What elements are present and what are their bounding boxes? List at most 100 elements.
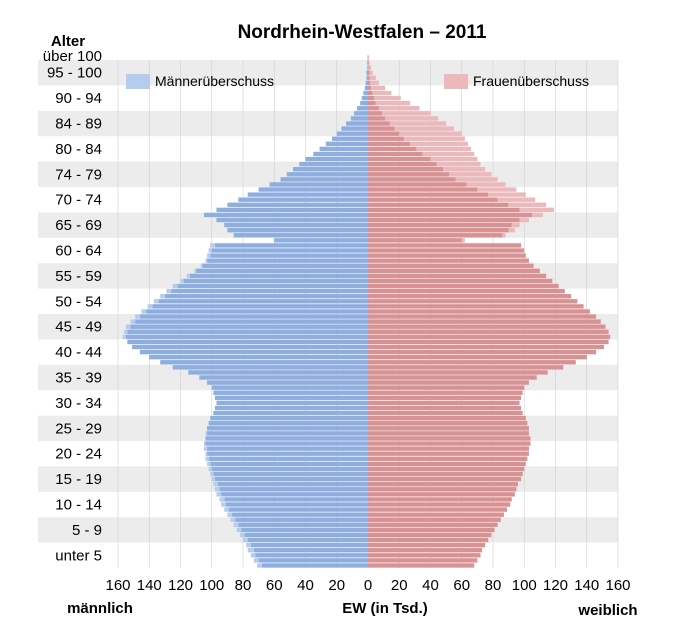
female-surplus-bar xyxy=(519,207,554,213)
female-bar xyxy=(368,278,553,284)
male-bar xyxy=(365,80,368,86)
male-bar xyxy=(219,487,368,492)
x-tick-label: 100 xyxy=(199,577,224,594)
male-bar xyxy=(247,537,368,543)
male-bar xyxy=(341,126,368,131)
male-bar xyxy=(149,354,368,360)
male-bar xyxy=(346,121,368,126)
x-tick-label: 140 xyxy=(574,577,599,594)
male-bar xyxy=(366,70,368,75)
female-bar xyxy=(368,156,431,162)
male-surplus-bar xyxy=(147,304,153,309)
male-bar xyxy=(238,522,368,528)
legend-male: Männerüberschuss xyxy=(126,73,274,89)
x-tick-label: 60 xyxy=(453,577,470,594)
female-bar xyxy=(368,329,609,334)
male-bar xyxy=(214,395,368,401)
female-bar xyxy=(368,187,478,192)
male-bar xyxy=(224,497,368,502)
female-bar xyxy=(368,421,528,426)
male-surplus-bar xyxy=(230,517,236,522)
male-bar xyxy=(139,314,368,319)
female-surplus-bar xyxy=(378,106,420,111)
female-surplus-bar xyxy=(416,146,472,152)
female-bar xyxy=(368,365,564,370)
male-surplus-bar xyxy=(224,507,229,512)
female-surplus-bar xyxy=(369,75,376,80)
male-bar xyxy=(208,421,368,426)
female-bar xyxy=(368,456,528,461)
y-tick-labels: unter 5 5 - 9 10 - 14 15 - 19 20 - 24 25 - 29… xyxy=(43,48,102,564)
male-bar xyxy=(305,156,368,162)
female-bar xyxy=(368,121,390,126)
male-bar xyxy=(211,248,368,253)
male-bar xyxy=(213,410,368,416)
male-surplus-bar xyxy=(203,446,208,451)
male-surplus-bar xyxy=(200,263,203,268)
female-surplus-bar xyxy=(436,161,481,167)
male-bar xyxy=(216,217,368,223)
male-bar xyxy=(135,319,368,324)
y-tick-label: 50 - 54 xyxy=(55,293,102,310)
female-bar xyxy=(368,192,489,197)
female-bar xyxy=(368,522,498,528)
male-surplus-bar xyxy=(125,324,131,329)
male-surplus-bar xyxy=(194,268,197,274)
male-surplus-bar xyxy=(213,481,218,487)
female-bar xyxy=(368,446,529,451)
y-tick-label: 84 - 89 xyxy=(55,116,102,133)
male-bar xyxy=(360,100,368,106)
male-bar xyxy=(261,563,368,568)
female-bar xyxy=(368,227,509,233)
y-tick-label: über 100 xyxy=(43,48,102,65)
female-surplus-bar xyxy=(368,60,370,65)
female-surplus-bar xyxy=(477,187,517,192)
male-surplus-bar xyxy=(214,487,220,492)
male-surplus-bar xyxy=(210,243,215,248)
female-bar xyxy=(368,349,597,355)
female-bar xyxy=(368,95,375,101)
female-bars xyxy=(368,55,611,568)
x-tick-label: 120 xyxy=(543,577,568,594)
male-bar xyxy=(225,502,368,507)
male-surplus-bar xyxy=(207,253,211,258)
female-surplus-bar xyxy=(488,192,526,197)
female-bar xyxy=(368,466,525,472)
male-bar xyxy=(189,273,368,279)
y-tick-label: 10 - 14 xyxy=(55,497,102,514)
male-bar xyxy=(130,324,368,329)
female-bar xyxy=(368,375,537,380)
female-surplus-bar xyxy=(511,222,520,228)
female-surplus-bar xyxy=(532,212,543,218)
female-bar xyxy=(368,294,572,299)
female-surplus-bar xyxy=(497,197,536,202)
male-surplus-bar xyxy=(236,527,242,533)
male-bar xyxy=(357,106,368,111)
male-surplus-bar xyxy=(208,248,212,253)
female-bar xyxy=(368,512,504,517)
male-bar xyxy=(274,238,368,243)
female-bar xyxy=(368,106,379,111)
male-bar xyxy=(213,390,368,395)
male-surplus-bar xyxy=(180,278,184,284)
male-bar xyxy=(207,380,368,385)
female-surplus-bar xyxy=(399,131,462,136)
male-bar xyxy=(207,426,368,431)
female-surplus-bar xyxy=(466,182,506,187)
male-bar xyxy=(164,294,368,299)
male-bar xyxy=(353,111,368,116)
male-bar xyxy=(221,492,368,497)
y-tick-label: 25 - 29 xyxy=(55,420,102,437)
male-bar xyxy=(227,227,368,233)
male-surplus-bar xyxy=(205,456,209,461)
y-axis-title: Alter xyxy=(51,33,85,50)
male-bar xyxy=(224,222,368,228)
female-bar xyxy=(368,431,529,436)
female-bar xyxy=(368,461,526,467)
male-bar xyxy=(313,151,368,157)
male-surplus-bar xyxy=(160,294,165,299)
male-surplus-bar xyxy=(210,471,214,477)
male-bar xyxy=(218,481,368,487)
x-tick-label: 20 xyxy=(328,577,345,594)
